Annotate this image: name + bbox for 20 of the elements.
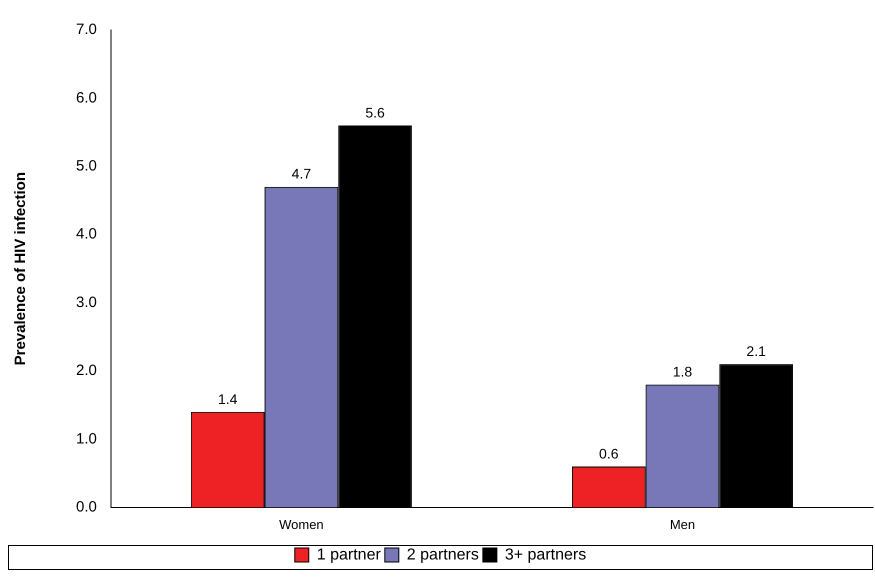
data-label: 2.1 xyxy=(746,343,766,360)
legend-label: 3+ partners xyxy=(504,546,586,564)
x-tick-label: Men xyxy=(670,516,696,532)
y-axis-title: Prevalence of HIV infection xyxy=(12,172,30,366)
data-label: 5.6 xyxy=(365,104,386,120)
data-label: 4.7 xyxy=(292,166,312,182)
y-tick-label: 1.0 xyxy=(76,430,97,448)
y-tick-label: 7.0 xyxy=(76,21,97,38)
legend-label: 1 partner xyxy=(316,546,382,564)
legend-label: 2 partners xyxy=(406,546,479,564)
y-tick-label: 6.0 xyxy=(76,89,97,106)
y-tick-label: 0.0 xyxy=(76,498,97,516)
data-label: 0.6 xyxy=(599,445,619,462)
data-label: 1.4 xyxy=(218,390,238,407)
y-tick-label: 4.0 xyxy=(76,226,97,243)
data-label: 1.8 xyxy=(672,364,692,380)
x-tick-label: Women xyxy=(279,516,324,532)
y-tick-label: 3.0 xyxy=(76,294,97,311)
y-tick-label: 5.0 xyxy=(76,158,97,175)
y-tick-label: 2.0 xyxy=(76,362,97,380)
